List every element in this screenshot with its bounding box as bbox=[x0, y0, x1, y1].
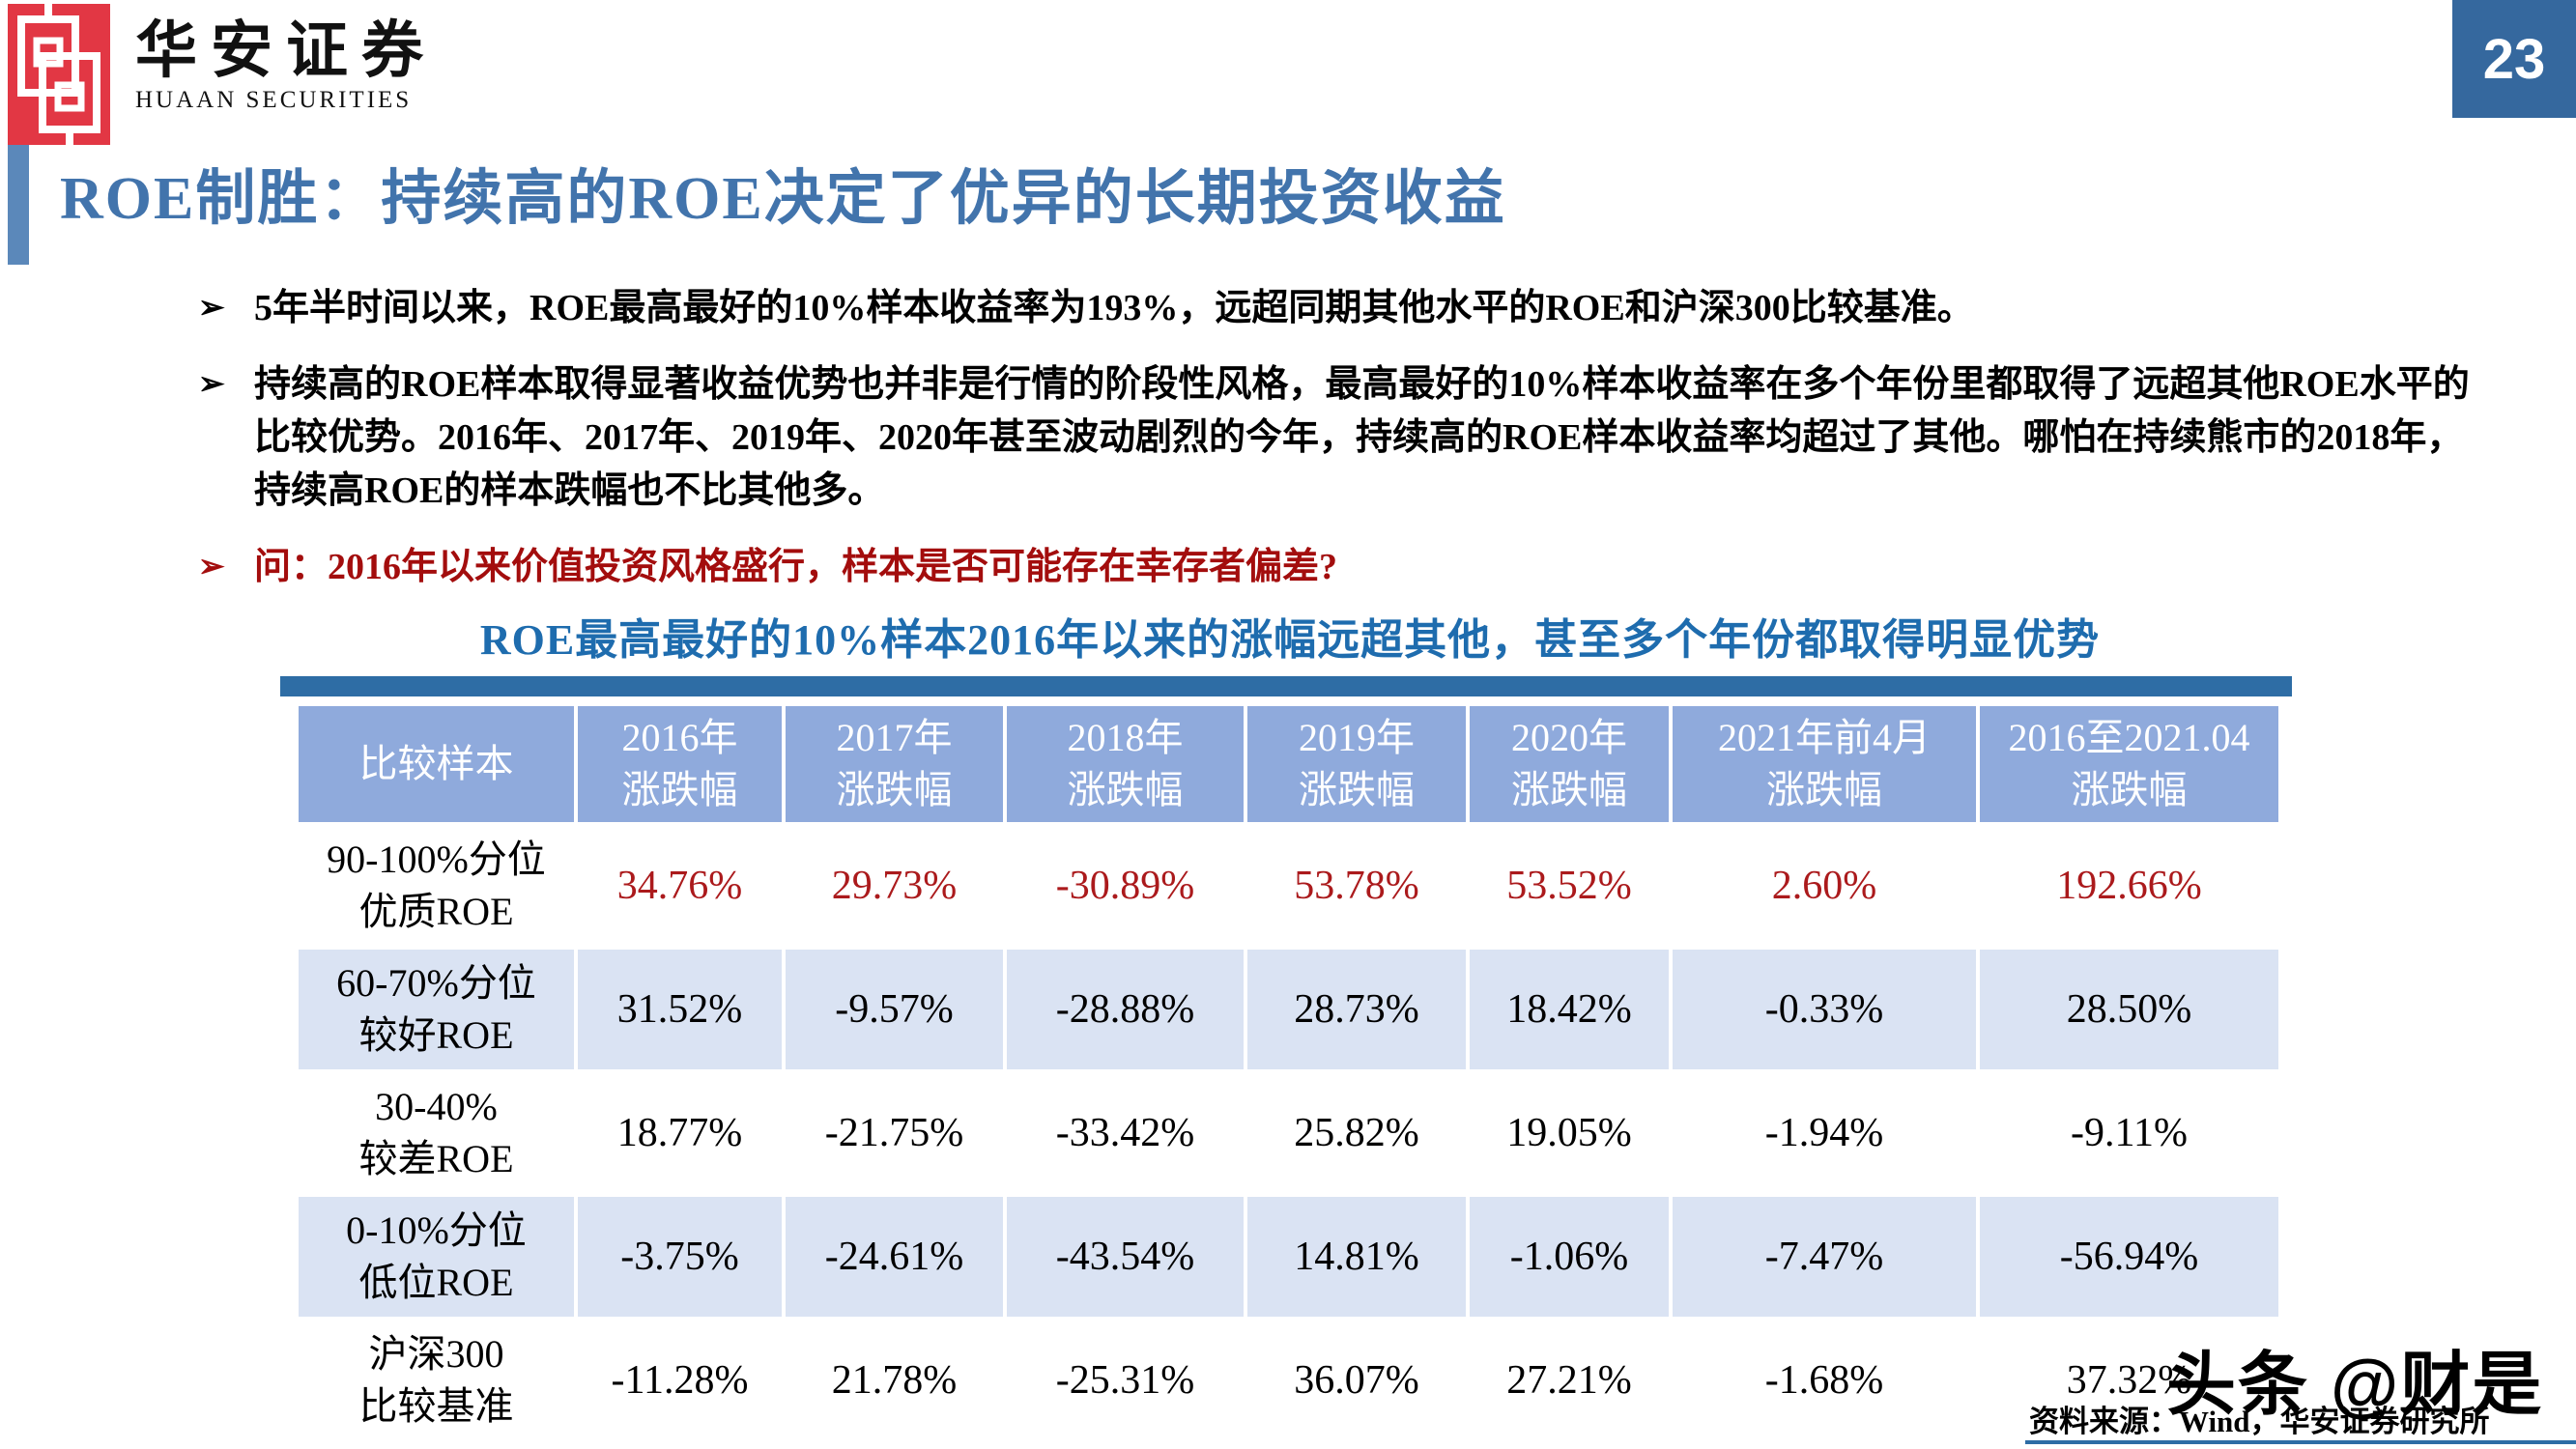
value-cell: 27.21% bbox=[1466, 1317, 1673, 1444]
row-label: 沪深300 比较基准 bbox=[295, 1317, 578, 1444]
watermark-text: 头条 @财是 bbox=[2166, 1347, 2544, 1424]
brand-block: 华安证券 HUAAN SECURITIES bbox=[135, 16, 437, 114]
page-number: 23 bbox=[2482, 27, 2546, 91]
value-cell: -43.54% bbox=[1003, 1193, 1247, 1321]
value-cell: 21.78% bbox=[782, 1317, 1007, 1444]
source-note: 资料来源：Wind，华安证券研究所 bbox=[2029, 1405, 2490, 1438]
source-underline bbox=[2025, 1440, 2576, 1444]
value-cell: 34.76% bbox=[574, 822, 786, 950]
bullet-arrow-icon: ➢ bbox=[198, 367, 225, 402]
table-row: 90-100%分位 优质ROE 34.76% 29.73% -30.89% 53.78%… bbox=[295, 822, 2282, 950]
row-label: 90-100%分位 优质ROE bbox=[295, 822, 578, 950]
page-title: ROE制胜：持续高的ROE决定了优异的长期投资收益 bbox=[60, 166, 1506, 232]
page-number-badge: 23 bbox=[2452, 0, 2576, 118]
value-cell: -11.28% bbox=[574, 1317, 786, 1444]
value-cell: -33.42% bbox=[1003, 1069, 1247, 1197]
table-body: 90-100%分位 优质ROE 34.76% 29.73% -30.89% 53.78%… bbox=[295, 822, 2282, 1444]
value-cell: 53.78% bbox=[1244, 822, 1470, 950]
bullet-text: 持续高的ROE样本取得显著收益优势也并非是行情的阶段性风格，最高最好的10%样本… bbox=[254, 364, 2470, 511]
value-cell: 53.52% bbox=[1466, 822, 1673, 950]
huaan-knot-logo-icon bbox=[8, 4, 110, 145]
value-cell: 25.82% bbox=[1244, 1069, 1470, 1197]
row-label: 0-10%分位 低位ROE bbox=[295, 1193, 578, 1321]
value-cell: 31.52% bbox=[574, 946, 786, 1073]
bullet-arrow-icon: ➢ bbox=[198, 550, 225, 584]
value-cell: -21.75% bbox=[782, 1069, 1007, 1197]
table-header-cell: 2016至2021.04 涨跌幅 bbox=[1976, 702, 2282, 826]
brand-name-en: HUAAN SECURITIES bbox=[135, 87, 413, 114]
value-cell: 192.66% bbox=[1976, 822, 2282, 950]
table-header-cell: 比较样本 bbox=[295, 702, 578, 826]
bullet-arrow-icon: ➢ bbox=[198, 291, 225, 326]
bullet-item-2: ➢ 持续高的ROE样本取得显著收益优势也并非是行情的阶段性风格，最高最好的10%样… bbox=[198, 358, 2488, 518]
roe-comparison-table: 比较样本 2016年 涨跌幅 2017年 涨跌幅 2018年 涨跌幅 2019年 涨跌幅… bbox=[295, 702, 2282, 1444]
value-cell: -3.75% bbox=[574, 1193, 786, 1321]
value-cell: -7.47% bbox=[1669, 1193, 1980, 1321]
bullet-text: 问：2016年以来价值投资风格盛行，样本是否可能存在幸存者偏差? bbox=[254, 547, 1338, 587]
value-cell: 37.32% bbox=[1976, 1317, 2282, 1444]
value-cell: -9.11% bbox=[1976, 1069, 2282, 1197]
title-accent-bar bbox=[8, 145, 29, 265]
value-cell: -28.88% bbox=[1003, 946, 1247, 1073]
value-cell: -1.06% bbox=[1466, 1193, 1673, 1321]
table-header-cell: 2021年前4月 涨跌幅 bbox=[1669, 702, 1980, 826]
table-header-cell: 2017年 涨跌幅 bbox=[782, 702, 1007, 826]
bullet-item-3: ➢ 问：2016年以来价值投资风格盛行，样本是否可能存在幸存者偏差? bbox=[198, 541, 2488, 594]
table-header-cell: 2020年 涨跌幅 bbox=[1466, 702, 1673, 826]
table-header-row: 比较样本 2016年 涨跌幅 2017年 涨跌幅 2018年 涨跌幅 2019年 涨跌幅… bbox=[295, 702, 2282, 826]
value-cell: 36.07% bbox=[1244, 1317, 1470, 1444]
value-cell: 2.60% bbox=[1669, 822, 1980, 950]
row-label: 60-70%分位 较好ROE bbox=[295, 946, 578, 1073]
divider-bar bbox=[280, 676, 2292, 696]
value-cell: -9.57% bbox=[782, 946, 1007, 1073]
value-cell: -1.68% bbox=[1669, 1317, 1980, 1444]
value-cell: 28.50% bbox=[1976, 946, 2282, 1073]
table-header-cell: 2016年 涨跌幅 bbox=[574, 702, 786, 826]
value-cell: -56.94% bbox=[1976, 1193, 2282, 1321]
table-title: ROE最高最好的10%样本2016年以来的涨幅远超其他，甚至多个年份都取得明显优… bbox=[479, 616, 2101, 664]
value-cell: -1.94% bbox=[1669, 1069, 1980, 1197]
bullet-list: ➢ 5年半时间以来，ROE最高最好的10%样本收益率为193%，远超同期其他水平的… bbox=[198, 282, 2488, 617]
table-row: 60-70%分位 较好ROE 31.52% -9.57% -28.88% 28.73% 1… bbox=[295, 946, 2282, 1073]
bullet-item-1: ➢ 5年半时间以来，ROE最高最好的10%样本收益率为193%，远超同期其他水平的… bbox=[198, 282, 2488, 335]
table-row: 30-40% 较差ROE 18.77% -21.75% -33.42% 25.82% 19… bbox=[295, 1069, 2282, 1197]
brand-name-cn: 华安证券 bbox=[135, 16, 437, 85]
table-header-cell: 2019年 涨跌幅 bbox=[1244, 702, 1470, 826]
value-cell: -30.89% bbox=[1003, 822, 1247, 950]
value-cell: -0.33% bbox=[1669, 946, 1980, 1073]
value-cell: 19.05% bbox=[1466, 1069, 1673, 1197]
row-label: 30-40% 较差ROE bbox=[295, 1069, 578, 1197]
table-row: 0-10%分位 低位ROE -3.75% -24.61% -43.54% 14.81% -… bbox=[295, 1193, 2282, 1321]
table-header-cell: 2018年 涨跌幅 bbox=[1003, 702, 1247, 826]
table-row: 沪深300 比较基准 -11.28% 21.78% -25.31% 36.07% 27.2… bbox=[295, 1317, 2282, 1444]
value-cell: 18.77% bbox=[574, 1069, 786, 1197]
value-cell: -25.31% bbox=[1003, 1317, 1247, 1444]
value-cell: 29.73% bbox=[782, 822, 1007, 950]
bullet-text: 5年半时间以来，ROE最高最好的10%样本收益率为193%，远超同期其他水平的R… bbox=[254, 288, 1974, 328]
value-cell: 18.42% bbox=[1466, 946, 1673, 1073]
value-cell: -24.61% bbox=[782, 1193, 1007, 1321]
value-cell: 14.81% bbox=[1244, 1193, 1470, 1321]
value-cell: 28.73% bbox=[1244, 946, 1470, 1073]
